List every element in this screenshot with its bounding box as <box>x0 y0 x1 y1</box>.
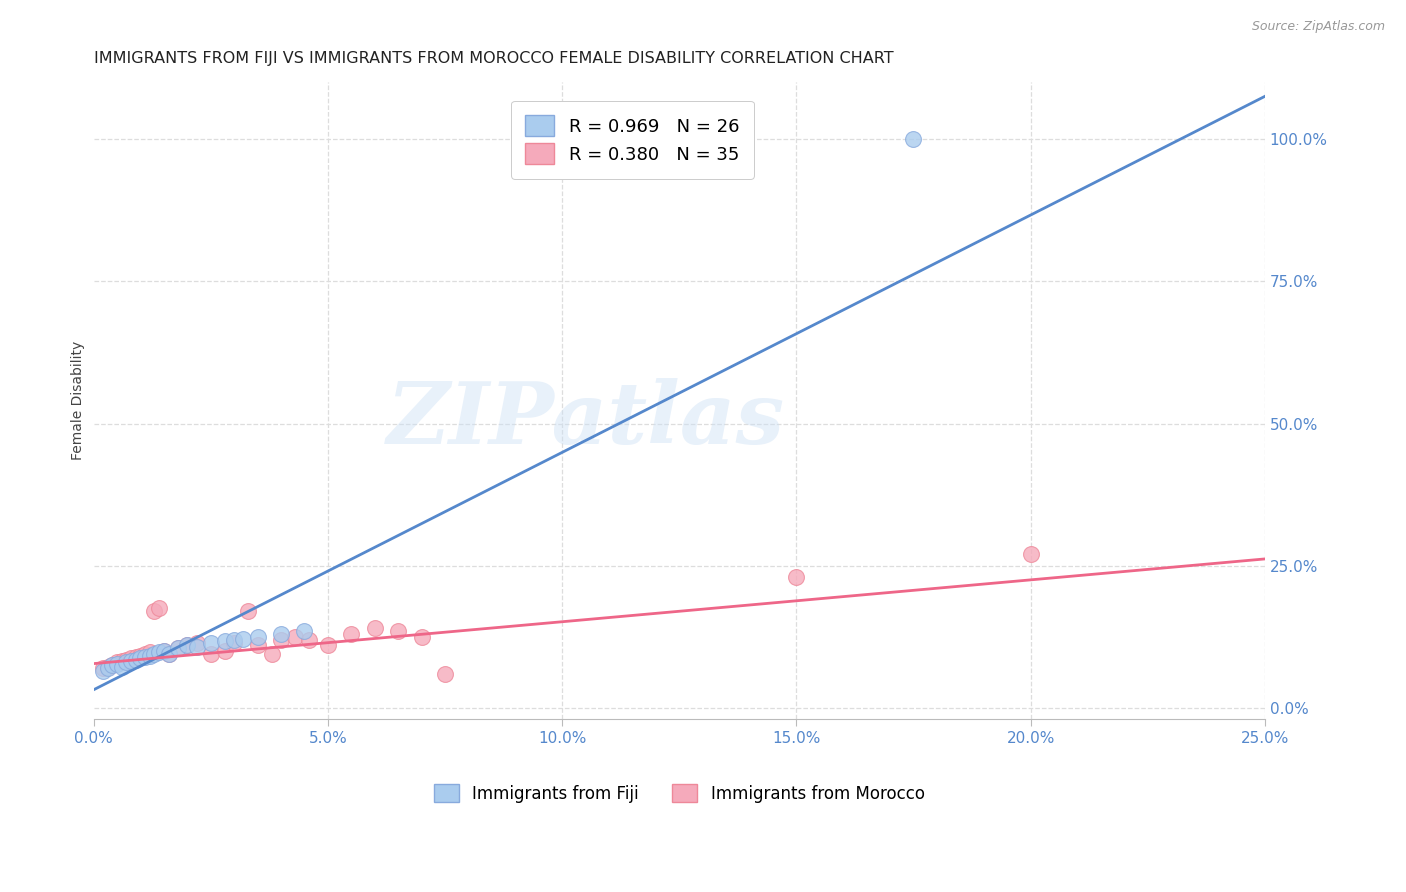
Point <box>115 656 138 670</box>
Point <box>246 639 269 653</box>
Point <box>298 632 321 647</box>
Point <box>143 604 166 618</box>
Point <box>186 635 208 649</box>
Point <box>134 647 156 661</box>
Point <box>120 651 142 665</box>
Point <box>316 639 339 653</box>
Point <box>232 632 254 646</box>
Point <box>120 654 142 668</box>
Point <box>238 604 260 618</box>
Point <box>139 648 162 663</box>
Point <box>224 632 246 647</box>
Point <box>1019 547 1042 561</box>
Point <box>101 658 124 673</box>
Point <box>200 635 222 649</box>
Point <box>387 624 409 639</box>
Point <box>129 648 152 663</box>
Point <box>214 644 236 658</box>
Point <box>153 644 176 658</box>
Point <box>129 651 152 665</box>
Point <box>260 647 283 661</box>
Point <box>176 639 198 653</box>
Legend: Immigrants from Fiji, Immigrants from Morocco: Immigrants from Fiji, Immigrants from Mo… <box>426 775 932 811</box>
Point <box>167 641 190 656</box>
Text: Source: ZipAtlas.com: Source: ZipAtlas.com <box>1251 20 1385 33</box>
Point <box>125 653 148 667</box>
Text: ZIPatlas: ZIPatlas <box>387 378 785 462</box>
Point <box>270 627 292 641</box>
Point <box>284 630 307 644</box>
Point <box>91 661 114 675</box>
Point <box>246 630 269 644</box>
Point <box>111 660 134 674</box>
Point <box>186 640 208 654</box>
Point <box>224 635 246 649</box>
Point <box>139 645 162 659</box>
Point <box>97 660 120 674</box>
Point <box>294 624 316 639</box>
Point <box>125 649 148 664</box>
Point <box>101 658 124 673</box>
Point <box>214 633 236 648</box>
Point <box>433 666 456 681</box>
Point <box>97 661 120 675</box>
Point <box>785 570 807 584</box>
Point <box>340 627 363 641</box>
Point <box>111 654 134 668</box>
Point <box>91 664 114 678</box>
Point <box>903 132 925 146</box>
Point <box>153 644 176 658</box>
Point <box>105 657 128 671</box>
Point <box>270 632 292 647</box>
Point <box>134 649 156 664</box>
Point <box>115 653 138 667</box>
Point <box>167 641 190 656</box>
Y-axis label: Female Disability: Female Disability <box>72 341 86 460</box>
Point <box>143 647 166 661</box>
Text: IMMIGRANTS FROM FIJI VS IMMIGRANTS FROM MOROCCO FEMALE DISABILITY CORRELATION CH: IMMIGRANTS FROM FIJI VS IMMIGRANTS FROM … <box>94 51 893 66</box>
Point <box>363 621 385 635</box>
Point <box>176 639 198 653</box>
Point <box>148 601 170 615</box>
Point <box>411 630 433 644</box>
Point <box>157 647 180 661</box>
Point <box>200 647 222 661</box>
Point <box>157 647 180 661</box>
Point <box>105 656 128 670</box>
Point <box>148 645 170 659</box>
